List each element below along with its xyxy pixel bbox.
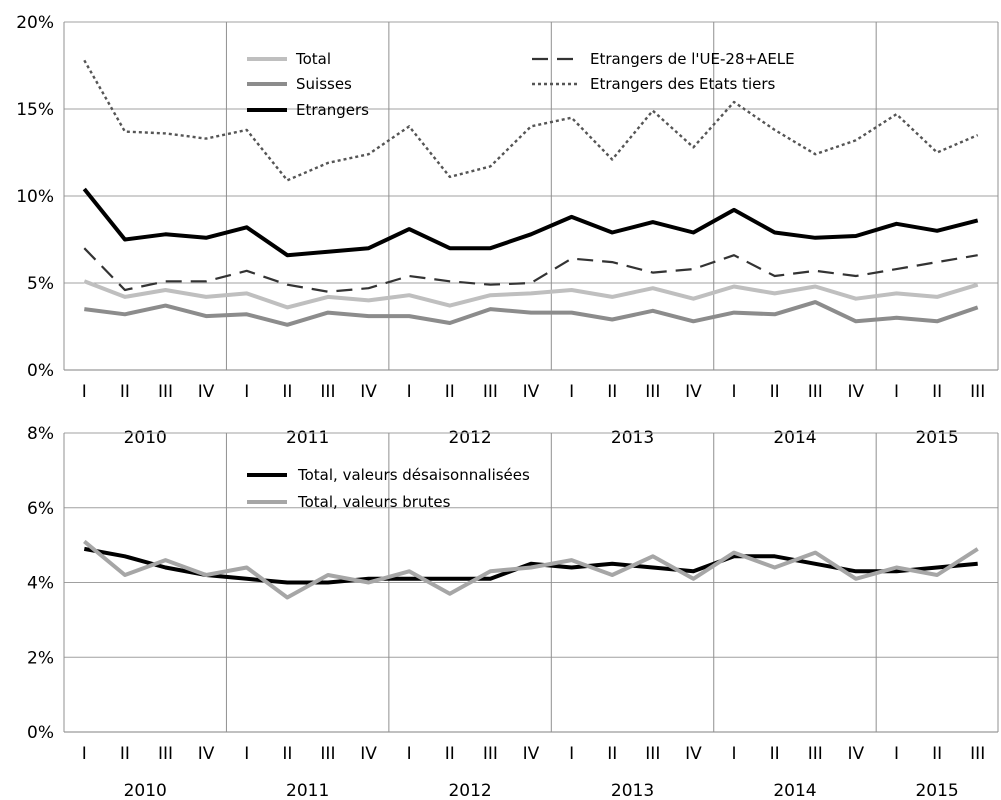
series-line-5	[83, 59, 979, 182]
x-tick-label: IV	[360, 382, 377, 402]
x-tick-label: II	[282, 744, 292, 764]
year-label: 2010	[124, 781, 167, 800]
x-tick-label: III	[645, 382, 660, 402]
y-tick-label: 15%	[16, 100, 54, 120]
x-tick-label: I	[569, 744, 574, 764]
y-tick-label: 0%	[27, 723, 54, 743]
legend-label: Total	[295, 50, 331, 68]
legend-label: Total, valeurs brutes	[297, 493, 451, 511]
x-tick-label: III	[645, 744, 660, 764]
x-tick-label: I	[894, 744, 899, 764]
x-tick-label: II	[445, 744, 455, 764]
year-label: 2011	[286, 781, 329, 800]
y-tick-label: 20%	[16, 13, 54, 33]
x-tick-label: I	[244, 382, 249, 402]
legend-label: Suisses	[296, 75, 352, 93]
x-tick-label: II	[282, 382, 292, 402]
y-tick-label: 10%	[16, 187, 54, 207]
series-line-1	[83, 546, 978, 585]
x-tick-label: IV	[198, 744, 215, 764]
year-label: 2012	[448, 428, 491, 448]
x-tick-label: III	[808, 744, 823, 764]
x-tick-label: II	[932, 744, 942, 764]
chart-panel-1: 0%5%10%15%20%I II III IV I II III IV I II III IV I II…	[16, 13, 999, 448]
year-label: 2011	[286, 428, 329, 448]
x-tick-label: II	[120, 744, 130, 764]
x-tick-label: I	[732, 382, 737, 402]
year-label: 2013	[611, 428, 654, 448]
y-tick-label: 4%	[27, 574, 54, 594]
legend-label: Etrangers des Etats tiers	[590, 75, 776, 93]
x-tick-label: II	[120, 382, 130, 402]
y-tick-label: 5%	[27, 274, 54, 294]
x-tick-label: III	[483, 744, 498, 764]
x-tick-label: II	[770, 744, 780, 764]
x-tick-label: IV	[360, 744, 377, 764]
x-tick-label: IV	[523, 744, 540, 764]
year-label: 2015	[915, 781, 958, 800]
x-tick-label: III	[320, 382, 335, 402]
x-tick-label: IV	[523, 382, 540, 402]
x-tick-label: IV	[848, 382, 865, 402]
series-line-4	[83, 247, 978, 293]
series-line-1	[83, 279, 979, 310]
y-tick-label: 8%	[27, 424, 54, 444]
legend-label: Etrangers	[296, 101, 369, 119]
y-tick-label: 0%	[27, 361, 54, 381]
x-tick-label: I	[407, 744, 412, 764]
x-tick-label: I	[244, 744, 249, 764]
year-label: 2013	[611, 781, 654, 800]
x-tick-label: III	[320, 744, 335, 764]
x-tick-label: II	[445, 382, 455, 402]
series-line-3	[82, 187, 979, 258]
x-tick-label: III	[483, 382, 498, 402]
x-tick-label: IV	[198, 382, 215, 402]
x-tick-label: I	[407, 382, 412, 402]
x-tick-label: I	[82, 382, 87, 402]
x-tick-label: I	[82, 744, 87, 764]
x-tick-label: II	[770, 382, 780, 402]
year-label: 2014	[773, 781, 816, 800]
x-tick-label: II	[932, 382, 942, 402]
x-tick-label: III	[158, 382, 173, 402]
year-label: 2010	[124, 428, 167, 448]
year-label: 2015	[915, 428, 958, 448]
year-label: 2012	[448, 781, 491, 800]
x-tick-label: III	[970, 744, 985, 764]
year-label: 2014	[773, 428, 816, 448]
x-tick-label: III	[808, 382, 823, 402]
x-tick-label: I	[894, 382, 899, 402]
x-tick-label: III	[158, 744, 173, 764]
x-tick-label: IV	[848, 744, 865, 764]
x-tick-label: I	[732, 744, 737, 764]
x-tick-label: IV	[685, 744, 702, 764]
series-line-2	[83, 539, 979, 600]
x-tick-label: II	[607, 382, 617, 402]
series-line-2	[84, 300, 979, 327]
legend-label: Etrangers de l'UE-28+AELE	[590, 50, 795, 68]
x-tick-label: I	[569, 382, 574, 402]
chart-panel-2: 0%2%4%6%8%I II III IV I II III IV I II III IV I II III…	[27, 424, 999, 800]
y-tick-label: 6%	[27, 499, 54, 519]
y-tick-label: 2%	[27, 648, 54, 668]
x-tick-label: III	[970, 382, 985, 402]
legend-label: Total, valeurs désaisonnalisées	[297, 466, 530, 484]
x-tick-label: IV	[685, 382, 702, 402]
x-tick-label: II	[607, 744, 617, 764]
